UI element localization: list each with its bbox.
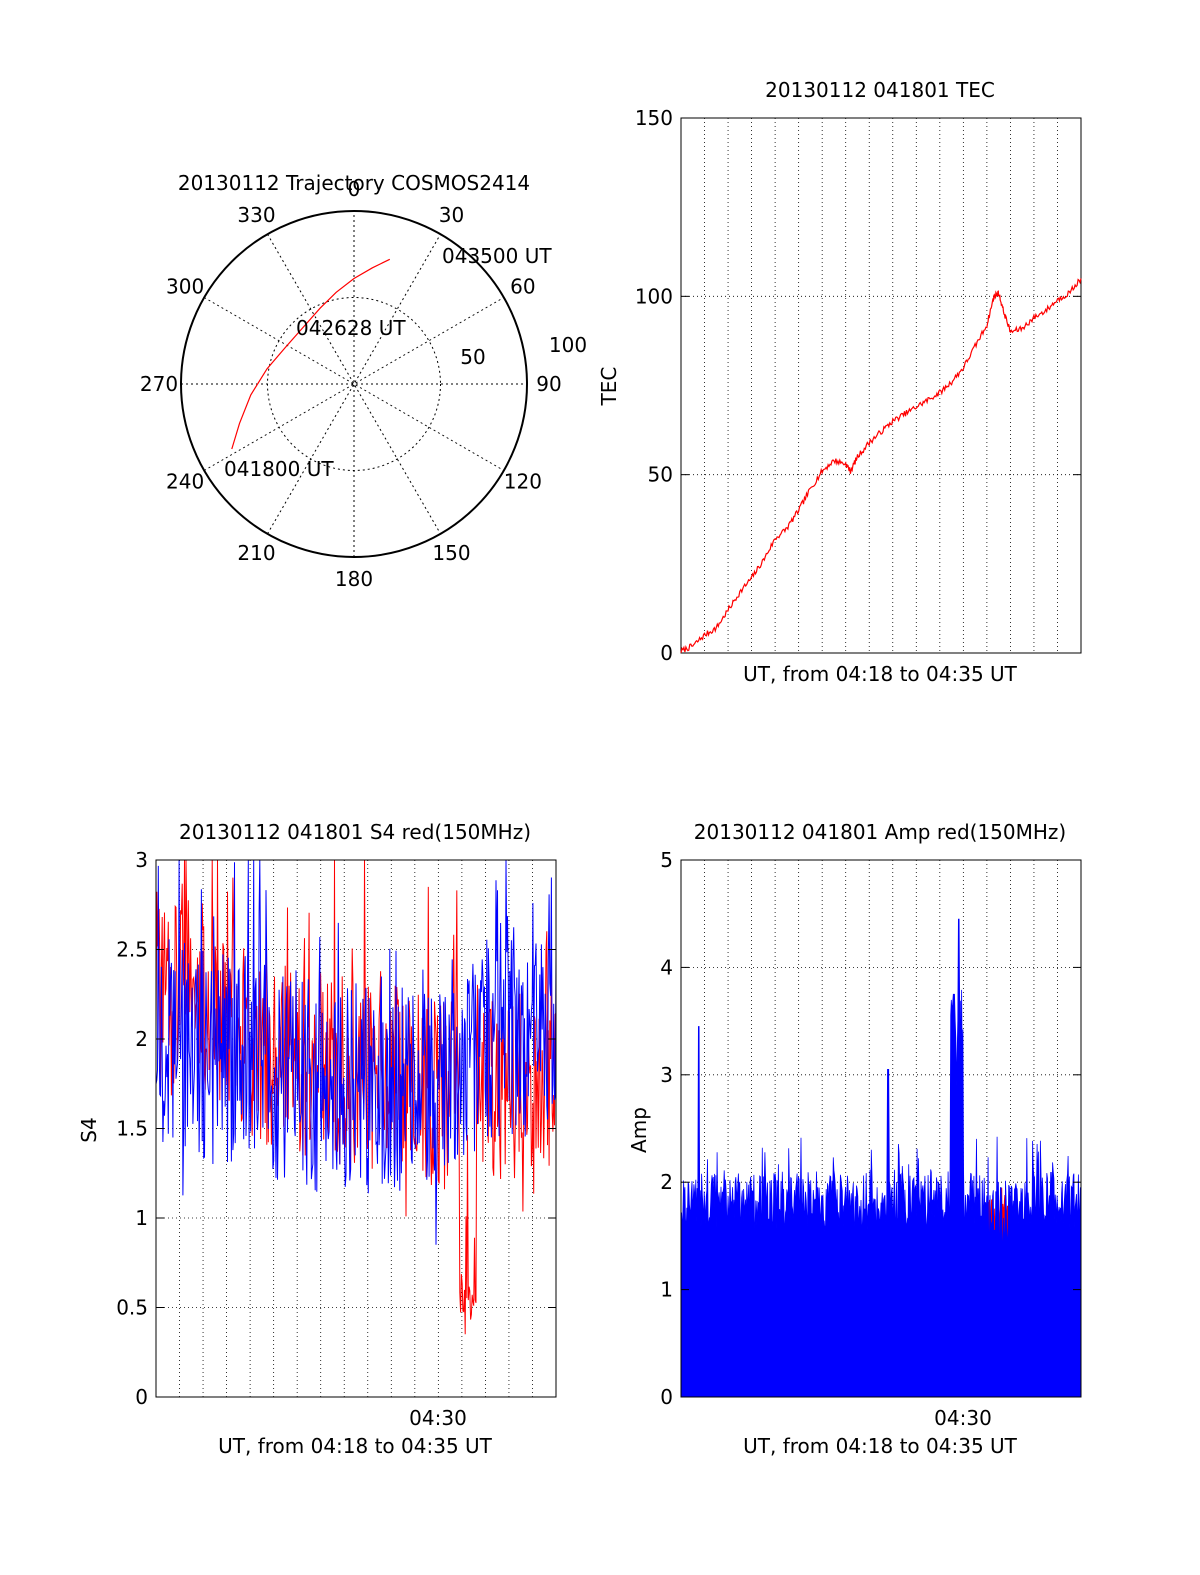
polar-angle-label: 180 <box>335 567 373 591</box>
y-tick-label: 1 <box>660 1278 673 1302</box>
polar-angle-label: 60 <box>510 275 535 299</box>
y-tick-label: 2 <box>660 1170 673 1194</box>
polar-radial-label-50: 50 <box>460 345 485 369</box>
y-tick-label: 0.5 <box>116 1296 148 1320</box>
y-tick-label: 150 <box>635 106 673 130</box>
trajectory-mid-label: 042628 UT <box>296 316 406 340</box>
polar-angle-label: 270 <box>140 372 178 396</box>
trajectory-end-label: 043500 UT <box>442 244 552 268</box>
y-tick-label: 50 <box>648 463 673 487</box>
s4-title: 20130112 041801 S4 red(150MHz) <box>179 820 531 844</box>
y-tick-label: 5 <box>660 848 673 872</box>
polar-outer-circle <box>180 210 528 558</box>
polar-angle-label: 330 <box>237 203 275 227</box>
amp-x-axis-label: UT, from 04:18 to 04:35 UT <box>743 1434 1018 1458</box>
y-tick-label: 2.5 <box>116 938 148 962</box>
y-tick-label: 1.5 <box>116 1117 148 1141</box>
s4-series <box>155 859 557 1335</box>
tec-y-tick-labels: 0 50 100 150 <box>635 106 1081 665</box>
polar-angle-label: 150 <box>432 541 470 565</box>
polar-angle-label: 300 <box>166 275 204 299</box>
s4-chart: 20130112 041801 S4 red(150MHz) 0 0.5 1 1.5 2… <box>77 820 557 1458</box>
polar-chart: 20130112 Trajectory COSMOS2414 0 30 60 90 12… <box>140 171 587 591</box>
tec-plot-frame <box>680 117 1082 654</box>
amp-y-tick-labels: 0 1 2 3 4 5 <box>660 848 1081 1409</box>
s4-x-axis-label: UT, from 04:18 to 04:35 UT <box>218 1434 493 1458</box>
amp-series-blue <box>680 918 1082 1398</box>
polar-title: 20130112 Trajectory COSMOS2414 <box>178 171 530 195</box>
y-tick-label: 0 <box>660 641 673 665</box>
amp-chart: 20130112 041801 Amp red(150MHz) 0 1 2 3 4 5 0… <box>627 820 1082 1458</box>
polar-angle-label: 0 <box>348 177 361 201</box>
tec-series-line <box>680 278 1082 653</box>
y-tick-label: 1 <box>135 1206 148 1230</box>
polar-angle-label: 120 <box>504 470 542 494</box>
tec-x-axis-label: UT, from 04:18 to 04:35 UT <box>743 662 1018 686</box>
tec-title: 20130112 041801 TEC <box>765 78 995 102</box>
y-tick-label: 2 <box>135 1027 148 1051</box>
s4-y-axis-label: S4 <box>77 1117 101 1142</box>
tec-grid <box>681 118 1081 653</box>
s4-y-tick-labels: 0 0.5 1 1.5 2 2.5 3 <box>116 848 556 1409</box>
s4-x-tick-label: 04:30 <box>409 1406 467 1430</box>
amp-y-axis-label: Amp <box>627 1107 651 1153</box>
amp-plot-frame <box>680 859 1082 1398</box>
y-tick-label: 100 <box>635 284 673 308</box>
polar-angle-label: 240 <box>166 470 204 494</box>
polar-radial-label-100: 100 <box>549 333 587 357</box>
trajectory-line <box>231 258 391 450</box>
amp-title: 20130112 041801 Amp red(150MHz) <box>694 820 1066 844</box>
polar-angle-labels: 0 30 60 90 120 150 180 210 240 270 300 330 <box>140 177 562 591</box>
y-tick-label: 3 <box>135 848 148 872</box>
tec-y-axis-label: TEC <box>597 367 621 407</box>
s4-series-line-blue <box>155 859 557 1245</box>
y-tick-label: 0 <box>660 1385 673 1409</box>
polar-angle-label: 30 <box>439 203 464 227</box>
polar-grid <box>181 211 527 557</box>
trajectory-start-label: 041800 UT <box>224 457 334 481</box>
y-tick-label: 3 <box>660 1063 673 1087</box>
polar-angle-label: 210 <box>237 541 275 565</box>
polar-angle-label: 90 <box>536 372 561 396</box>
y-tick-label: 0 <box>135 1385 148 1409</box>
amp-series <box>680 918 1082 1398</box>
y-tick-label: 4 <box>660 955 673 979</box>
amp-x-tick-label: 04:30 <box>934 1406 992 1430</box>
tec-chart: 20130112 041801 TEC 0 50 100 150 TEC UT, fr… <box>597 78 1082 686</box>
